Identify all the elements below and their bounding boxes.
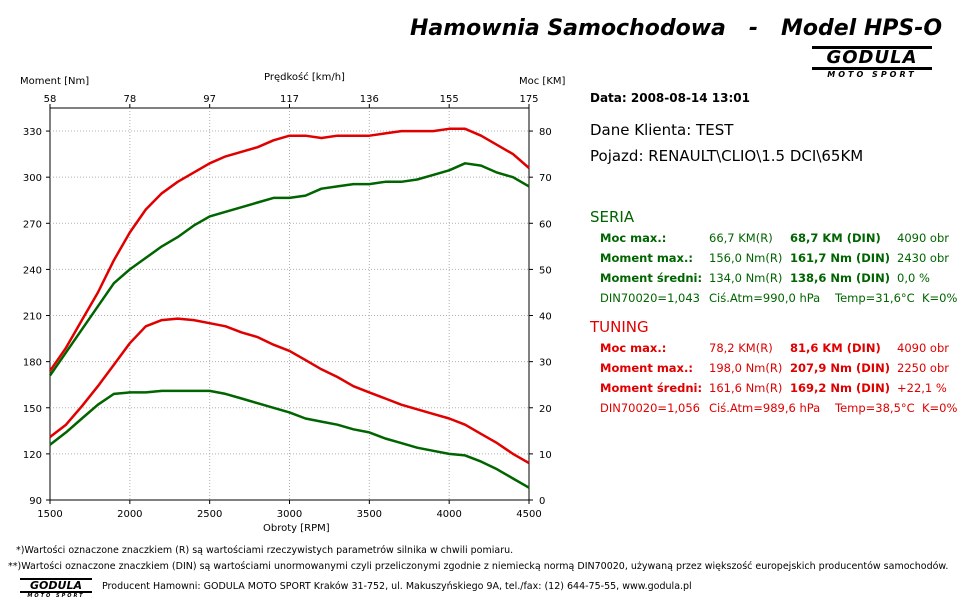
x-tick-label: 2000 bbox=[117, 509, 142, 520]
logo-sub-text: MOTO SPORT bbox=[827, 70, 917, 79]
y-left-tick-label: 210 bbox=[23, 312, 42, 323]
result-raw-value: 198,0 Nm(R) bbox=[709, 361, 783, 375]
footer-logo: GODULA MOTO SPORT bbox=[20, 578, 92, 599]
result-din-value: 161,7 Nm (DIN) bbox=[790, 251, 890, 265]
y-right-tick-label: 0 bbox=[539, 496, 545, 507]
top-tick-label: 58 bbox=[44, 94, 57, 105]
y-left-tick-label: 150 bbox=[23, 404, 42, 415]
producer-text: Producent Hamowni: GODULA MOTO SPORT Kra… bbox=[102, 581, 692, 592]
y-right-tick-label: 60 bbox=[539, 219, 552, 230]
result-din-value: 68,7 KM (DIN) bbox=[790, 231, 881, 245]
seria-heading: SERIA bbox=[590, 208, 635, 226]
result-extra: +22,1 % bbox=[897, 381, 947, 395]
y-left-tick-label: 240 bbox=[23, 265, 42, 276]
y-left-tick-label: 270 bbox=[23, 219, 42, 230]
y-left-tick-label: 300 bbox=[23, 173, 42, 184]
result-label: Moment średni: bbox=[600, 381, 703, 395]
footnote-din: **)Wartości oznaczone znaczkiem (DIN) są… bbox=[8, 561, 949, 572]
page-title: Hamownia Samochodowa - Model HPS-O bbox=[410, 16, 943, 41]
result-din-value: 138,6 Nm (DIN) bbox=[790, 271, 890, 285]
footer-logo-main: GODULA bbox=[20, 578, 92, 593]
vehicle-text: Pojazd: RENAULT\CLIO\1.5 DCI\65KM bbox=[590, 147, 864, 165]
result-label: Moc max.: bbox=[600, 341, 667, 355]
tuning-heading: TUNING bbox=[590, 318, 649, 336]
x-top-axis-label: Prędkość [km/h] bbox=[264, 72, 345, 83]
meta-pressure: Ciś.Atm=990,0 hPa bbox=[709, 291, 821, 305]
meta-k: K=0% bbox=[922, 401, 958, 415]
y-right-tick-label: 80 bbox=[539, 127, 552, 138]
result-extra: 2250 obr bbox=[897, 361, 949, 375]
y-left-axis-label: Moment [Nm] bbox=[20, 76, 90, 87]
result-raw-value: 66,7 KM(R) bbox=[709, 231, 773, 245]
meta-pressure: Ciś.Atm=989,6 hPa bbox=[709, 401, 821, 415]
x-tick-label: 4000 bbox=[436, 509, 461, 520]
result-label: Moment średni: bbox=[600, 271, 703, 285]
meta-temp: Temp=38,5°C bbox=[835, 401, 915, 415]
x-tick-label: 3500 bbox=[357, 509, 382, 520]
y-left-tick-label: 90 bbox=[29, 496, 42, 507]
result-raw-value: 161,6 Nm(R) bbox=[709, 381, 783, 395]
y-right-axis-label: Moc [KM] bbox=[519, 76, 566, 87]
result-extra: 2430 obr bbox=[897, 251, 949, 265]
meta-din: DIN70020=1,043 bbox=[600, 291, 700, 305]
x-tick-label: 1500 bbox=[37, 509, 62, 520]
result-label: Moment max.: bbox=[600, 251, 693, 265]
result-raw-value: 156,0 Nm(R) bbox=[709, 251, 783, 265]
result-label: Moment max.: bbox=[600, 361, 693, 375]
y-right-tick-label: 20 bbox=[539, 404, 552, 415]
y-right-tick-label: 30 bbox=[539, 358, 552, 369]
y-right-tick-label: 50 bbox=[539, 265, 552, 276]
top-tick-label: 78 bbox=[123, 94, 136, 105]
top-tick-label: 155 bbox=[440, 94, 459, 105]
y-left-tick-label: 330 bbox=[23, 127, 42, 138]
result-din-value: 207,9 Nm (DIN) bbox=[790, 361, 890, 375]
power-curve-seria bbox=[48, 162, 530, 377]
result-extra: 4090 obr bbox=[897, 341, 949, 355]
date-text: Data: 2008-08-14 13:01 bbox=[590, 91, 751, 105]
power-curve-tuning bbox=[48, 127, 530, 372]
godula-logo: GODULA MOTO SPORT bbox=[812, 46, 932, 79]
x-tick-label: 3000 bbox=[277, 509, 302, 520]
x-tick-label: 4500 bbox=[516, 509, 541, 520]
y-right-tick-label: 40 bbox=[539, 312, 552, 323]
top-tick-label: 175 bbox=[519, 94, 538, 105]
result-extra: 4090 obr bbox=[897, 231, 949, 245]
top-tick-label: 97 bbox=[203, 94, 216, 105]
meta-temp: Temp=31,6°C bbox=[835, 291, 915, 305]
meta-din: DIN70020=1,056 bbox=[600, 401, 700, 415]
y-left-tick-label: 180 bbox=[23, 358, 42, 369]
x-tick-label: 2500 bbox=[197, 509, 222, 520]
footnote-r: *)Wartości oznaczone znaczkiem (R) są wa… bbox=[16, 545, 514, 556]
top-tick-label: 136 bbox=[360, 94, 379, 105]
result-label: Moc max.: bbox=[600, 231, 667, 245]
top-tick-label: 117 bbox=[280, 94, 299, 105]
meta-k: K=0% bbox=[922, 291, 958, 305]
result-extra: 0,0 % bbox=[897, 271, 930, 285]
y-right-tick-label: 70 bbox=[539, 173, 552, 184]
result-raw-value: 134,0 Nm(R) bbox=[709, 271, 783, 285]
logo-main-text: GODULA bbox=[812, 46, 932, 70]
client-text: Dane Klienta: TEST bbox=[590, 121, 734, 139]
y-left-tick-label: 120 bbox=[23, 450, 42, 461]
torque-curve-seria bbox=[49, 389, 530, 489]
result-din-value: 81,6 KM (DIN) bbox=[790, 341, 881, 355]
torque-curve-tuning bbox=[49, 317, 530, 465]
result-raw-value: 78,2 KM(R) bbox=[709, 341, 773, 355]
x-axis-label: Obroty [RPM] bbox=[263, 523, 330, 534]
y-right-tick-label: 10 bbox=[539, 450, 552, 461]
footer-logo-sub: MOTO SPORT bbox=[27, 593, 85, 599]
result-din-value: 169,2 Nm (DIN) bbox=[790, 381, 890, 395]
